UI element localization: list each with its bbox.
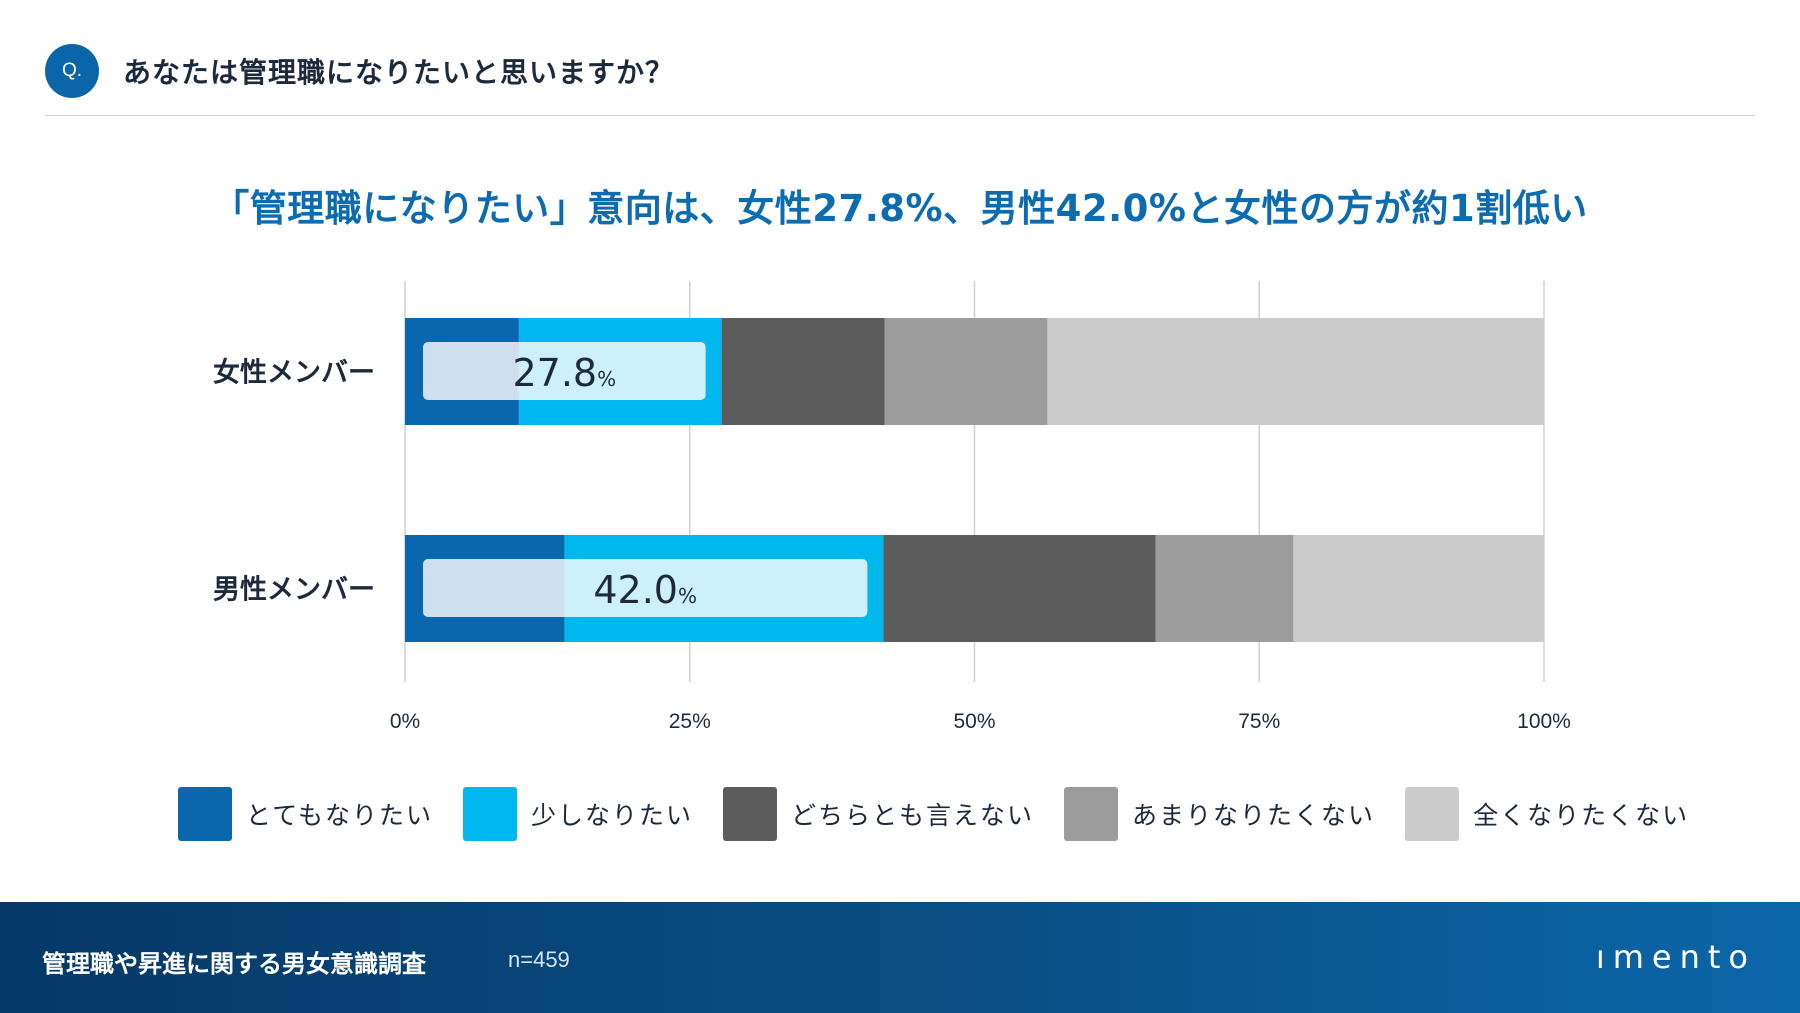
chart-legend: とてもなりたい 少しなりたい どちらとも言えない あまりなりたくない 全くなりたくない xyxy=(178,787,1719,841)
callout-value: 27.8% xyxy=(513,351,617,395)
legend-swatch xyxy=(178,787,232,841)
x-tick-label: 75% xyxy=(1238,710,1280,733)
x-tick-label: 100% xyxy=(1517,710,1571,733)
legend-label: とてもなりたい xyxy=(246,801,434,830)
callout-unit: % xyxy=(678,584,697,608)
callout-box xyxy=(423,559,868,617)
question-text: あなたは管理職になりたいと思いますか？ xyxy=(123,56,675,89)
bar-segment xyxy=(1047,318,1544,425)
legend-label: 少しなりたい xyxy=(531,801,694,830)
legend-label: あまりなりたくない xyxy=(1132,801,1376,830)
question-header: Q. あなたは管理職になりたいと思いますか？ xyxy=(45,44,674,98)
legend-swatch xyxy=(463,787,518,841)
callout-value: 42.0% xyxy=(593,568,697,612)
x-tick-label: 25% xyxy=(669,710,711,733)
survey-title: 管理職や昇進に関する男女意識調査 xyxy=(42,950,426,978)
bar-segment xyxy=(721,318,885,425)
legend-swatch xyxy=(1064,787,1119,841)
legend-label: 全くなりたくない xyxy=(1473,801,1690,830)
x-tick-label: 0% xyxy=(390,710,420,733)
chart-callouts: 27.8%42.0% xyxy=(423,342,868,617)
legend-item: どちらとも言えない xyxy=(723,787,1034,841)
category-label: 女性メンバー xyxy=(213,357,375,389)
callout-number: 42.0 xyxy=(593,568,678,612)
legend-item: とてもなりたい xyxy=(178,787,433,841)
bar-segment xyxy=(884,318,1048,425)
x-axis-ticks: 0% 25% 50% 75% 100% xyxy=(390,710,1571,733)
legend-swatch xyxy=(723,787,778,841)
legend-item: あまりなりたくない xyxy=(1064,787,1375,841)
callout-unit: % xyxy=(597,367,616,391)
question-badge: Q. xyxy=(45,44,99,98)
legend-item: 全くなりたくない xyxy=(1405,787,1689,841)
callout-box xyxy=(423,342,706,400)
chart-bars xyxy=(405,318,1544,642)
mento-logo: ımento xyxy=(1595,938,1756,976)
chart-headline: 「管理職になりたい」意向は、女性27.8%、男性42.0%と女性の方が約1割低い xyxy=(212,187,1588,230)
sample-size: n=459 xyxy=(508,947,570,972)
legend-label: どちらとも言えない xyxy=(791,801,1035,830)
callout-number: 27.8 xyxy=(513,351,598,395)
header-divider xyxy=(45,115,1755,116)
bar-segment xyxy=(1293,535,1544,642)
category-label: 男性メンバー xyxy=(213,575,375,606)
bar-segment xyxy=(883,535,1156,642)
legend-swatch xyxy=(1405,787,1460,841)
x-tick-label: 50% xyxy=(953,710,995,733)
footer-bar: 管理職や昇進に関する男女意識調査 n=459 ımento xyxy=(0,902,1800,1013)
legend-item: 少しなりたい xyxy=(463,787,693,841)
bar-segment xyxy=(1155,535,1294,642)
